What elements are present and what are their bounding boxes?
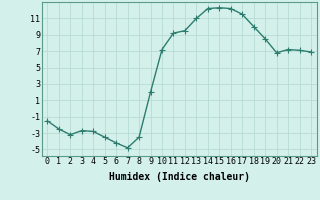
X-axis label: Humidex (Indice chaleur): Humidex (Indice chaleur) bbox=[109, 172, 250, 182]
